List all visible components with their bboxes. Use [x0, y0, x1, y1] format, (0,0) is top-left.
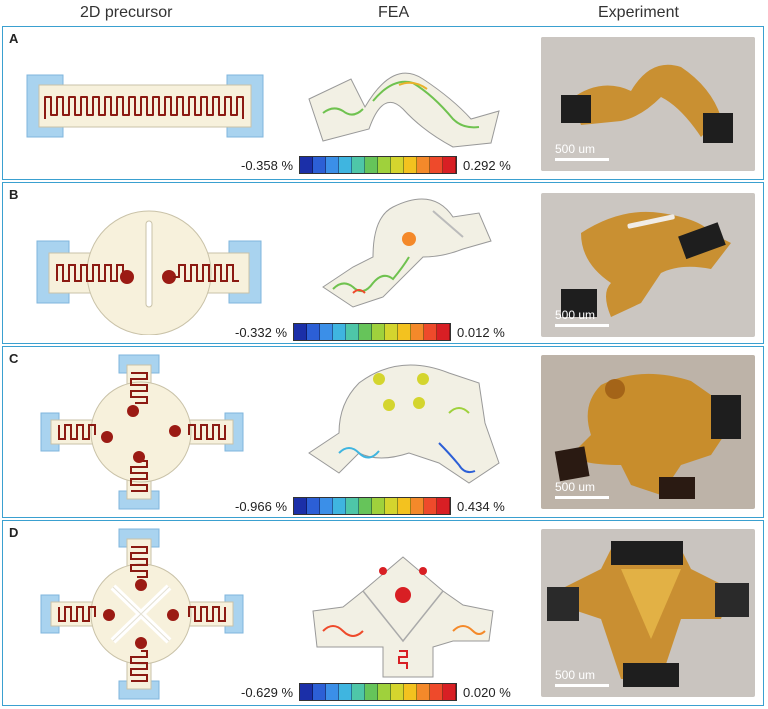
colorbar-max: 0.292 % — [463, 157, 511, 173]
colorbar-swatch — [365, 684, 379, 700]
colorbar-swatch — [326, 684, 340, 700]
colorbar-max: 0.434 % — [457, 498, 505, 514]
panel-c: C -0.966 % 0.434 % — [2, 346, 764, 518]
experiment-photo-c: 500 um — [541, 355, 755, 509]
colorbar-swatch — [417, 157, 431, 173]
colorbar-swatch — [417, 684, 431, 700]
colorbar-swatch — [365, 157, 379, 173]
colorbar-swatch — [359, 498, 373, 514]
colorbar-swatch — [333, 498, 347, 514]
panel-label: A — [9, 31, 19, 46]
colorbar-swatch — [443, 157, 457, 173]
colorbar-swatch — [320, 324, 334, 340]
colorbar-swatch — [300, 157, 314, 173]
colorbar-swatches — [299, 156, 458, 174]
colorbar-swatch — [372, 498, 386, 514]
scale-bar: 500 um — [555, 668, 609, 687]
scale-label: 500 um — [555, 668, 596, 682]
scale-bar: 500 um — [555, 308, 609, 327]
colorbar-swatch — [307, 324, 321, 340]
photo-b-sample — [541, 193, 755, 337]
colorbar-swatch — [411, 498, 425, 514]
colorbar-min: -0.358 % — [241, 157, 294, 173]
colorbar-max: 0.020 % — [463, 684, 511, 700]
colorbar-a: -0.358 % 0.292 % — [241, 156, 511, 174]
colorbar-swatch — [404, 684, 418, 700]
header-2d-precursor: 2D precursor — [80, 4, 173, 21]
photo-c-sample — [541, 355, 755, 509]
panel-b: B -0.332 % 0.012 % 500 um — [2, 182, 764, 344]
colorbar-swatch — [398, 324, 412, 340]
panel-label: B — [9, 187, 19, 202]
colorbar-swatch — [294, 324, 308, 340]
fea-a-model — [308, 72, 500, 148]
precursor-a-diagram — [26, 74, 264, 138]
photo-a-sample — [541, 37, 755, 171]
panel-a: A -0.358 % 0.292 % 500 um — [2, 26, 764, 180]
scale-label: 500 um — [555, 308, 596, 322]
colorbar-swatch — [378, 684, 392, 700]
colorbar-swatch — [346, 498, 360, 514]
precursor-b-diagram — [36, 210, 262, 335]
scale-label: 500 um — [555, 480, 596, 494]
colorbar-swatch — [352, 157, 366, 173]
precursor-d-diagram — [40, 528, 244, 700]
colorbar-d: -0.629 % 0.020 % — [241, 683, 511, 701]
colorbar-swatch — [430, 684, 444, 700]
colorbar-swatch — [372, 324, 386, 340]
scale-bar: 500 um — [555, 480, 609, 499]
colorbar-swatch — [339, 157, 353, 173]
colorbar-swatch — [391, 684, 405, 700]
colorbar-swatch — [352, 684, 366, 700]
colorbar-swatch — [391, 157, 405, 173]
header-experiment: Experiment — [598, 4, 679, 21]
colorbar-swatch — [430, 157, 444, 173]
scale-label: 500 um — [555, 142, 596, 156]
colorbar-swatch — [424, 324, 438, 340]
experiment-photo-d: 500 um — [541, 529, 755, 697]
colorbar-swatch — [378, 157, 392, 173]
colorbar-swatch — [437, 324, 451, 340]
colorbar-max: 0.012 % — [457, 324, 505, 340]
colorbar-swatch — [346, 324, 360, 340]
colorbar-swatch — [307, 498, 321, 514]
colorbar-min: -0.629 % — [241, 684, 294, 700]
panel-label: D — [9, 525, 19, 540]
colorbar-min: -0.966 % — [235, 498, 288, 514]
fea-b-model — [322, 198, 492, 308]
colorbar-swatches — [299, 683, 458, 701]
colorbar-swatch — [398, 498, 412, 514]
panel-d: D -0.629 % 0.020 % — [2, 520, 764, 706]
experiment-photo-b: 500 um — [541, 193, 755, 337]
colorbar-swatch — [359, 324, 373, 340]
colorbar-swatch — [437, 498, 451, 514]
photo-d-sample — [541, 529, 755, 697]
experiment-photo-a: 500 um — [541, 37, 755, 171]
colorbar-swatch — [404, 157, 418, 173]
fea-c-model — [308, 364, 500, 484]
colorbar-swatch — [326, 157, 340, 173]
colorbar-swatch — [300, 684, 314, 700]
colorbar-swatch — [313, 157, 327, 173]
colorbar-swatches — [293, 323, 452, 341]
colorbar-min: -0.332 % — [235, 324, 288, 340]
panel-label: C — [9, 351, 19, 366]
colorbar-swatch — [411, 324, 425, 340]
colorbar-b: -0.332 % 0.012 % — [235, 323, 505, 341]
colorbar-swatch — [424, 498, 438, 514]
colorbar-swatch — [294, 498, 308, 514]
precursor-c-diagram — [40, 354, 244, 510]
fea-d-model — [312, 556, 494, 678]
colorbar-swatch — [385, 324, 399, 340]
colorbar-swatch — [385, 498, 399, 514]
colorbar-swatch — [313, 684, 327, 700]
colorbar-swatches — [293, 497, 452, 515]
colorbar-swatch — [443, 684, 457, 700]
colorbar-swatch — [333, 324, 347, 340]
scale-bar: 500 um — [555, 142, 609, 161]
header-fea: FEA — [378, 4, 410, 21]
colorbar-swatch — [320, 498, 334, 514]
colorbar-swatch — [339, 684, 353, 700]
colorbar-c: -0.966 % 0.434 % — [235, 497, 505, 515]
